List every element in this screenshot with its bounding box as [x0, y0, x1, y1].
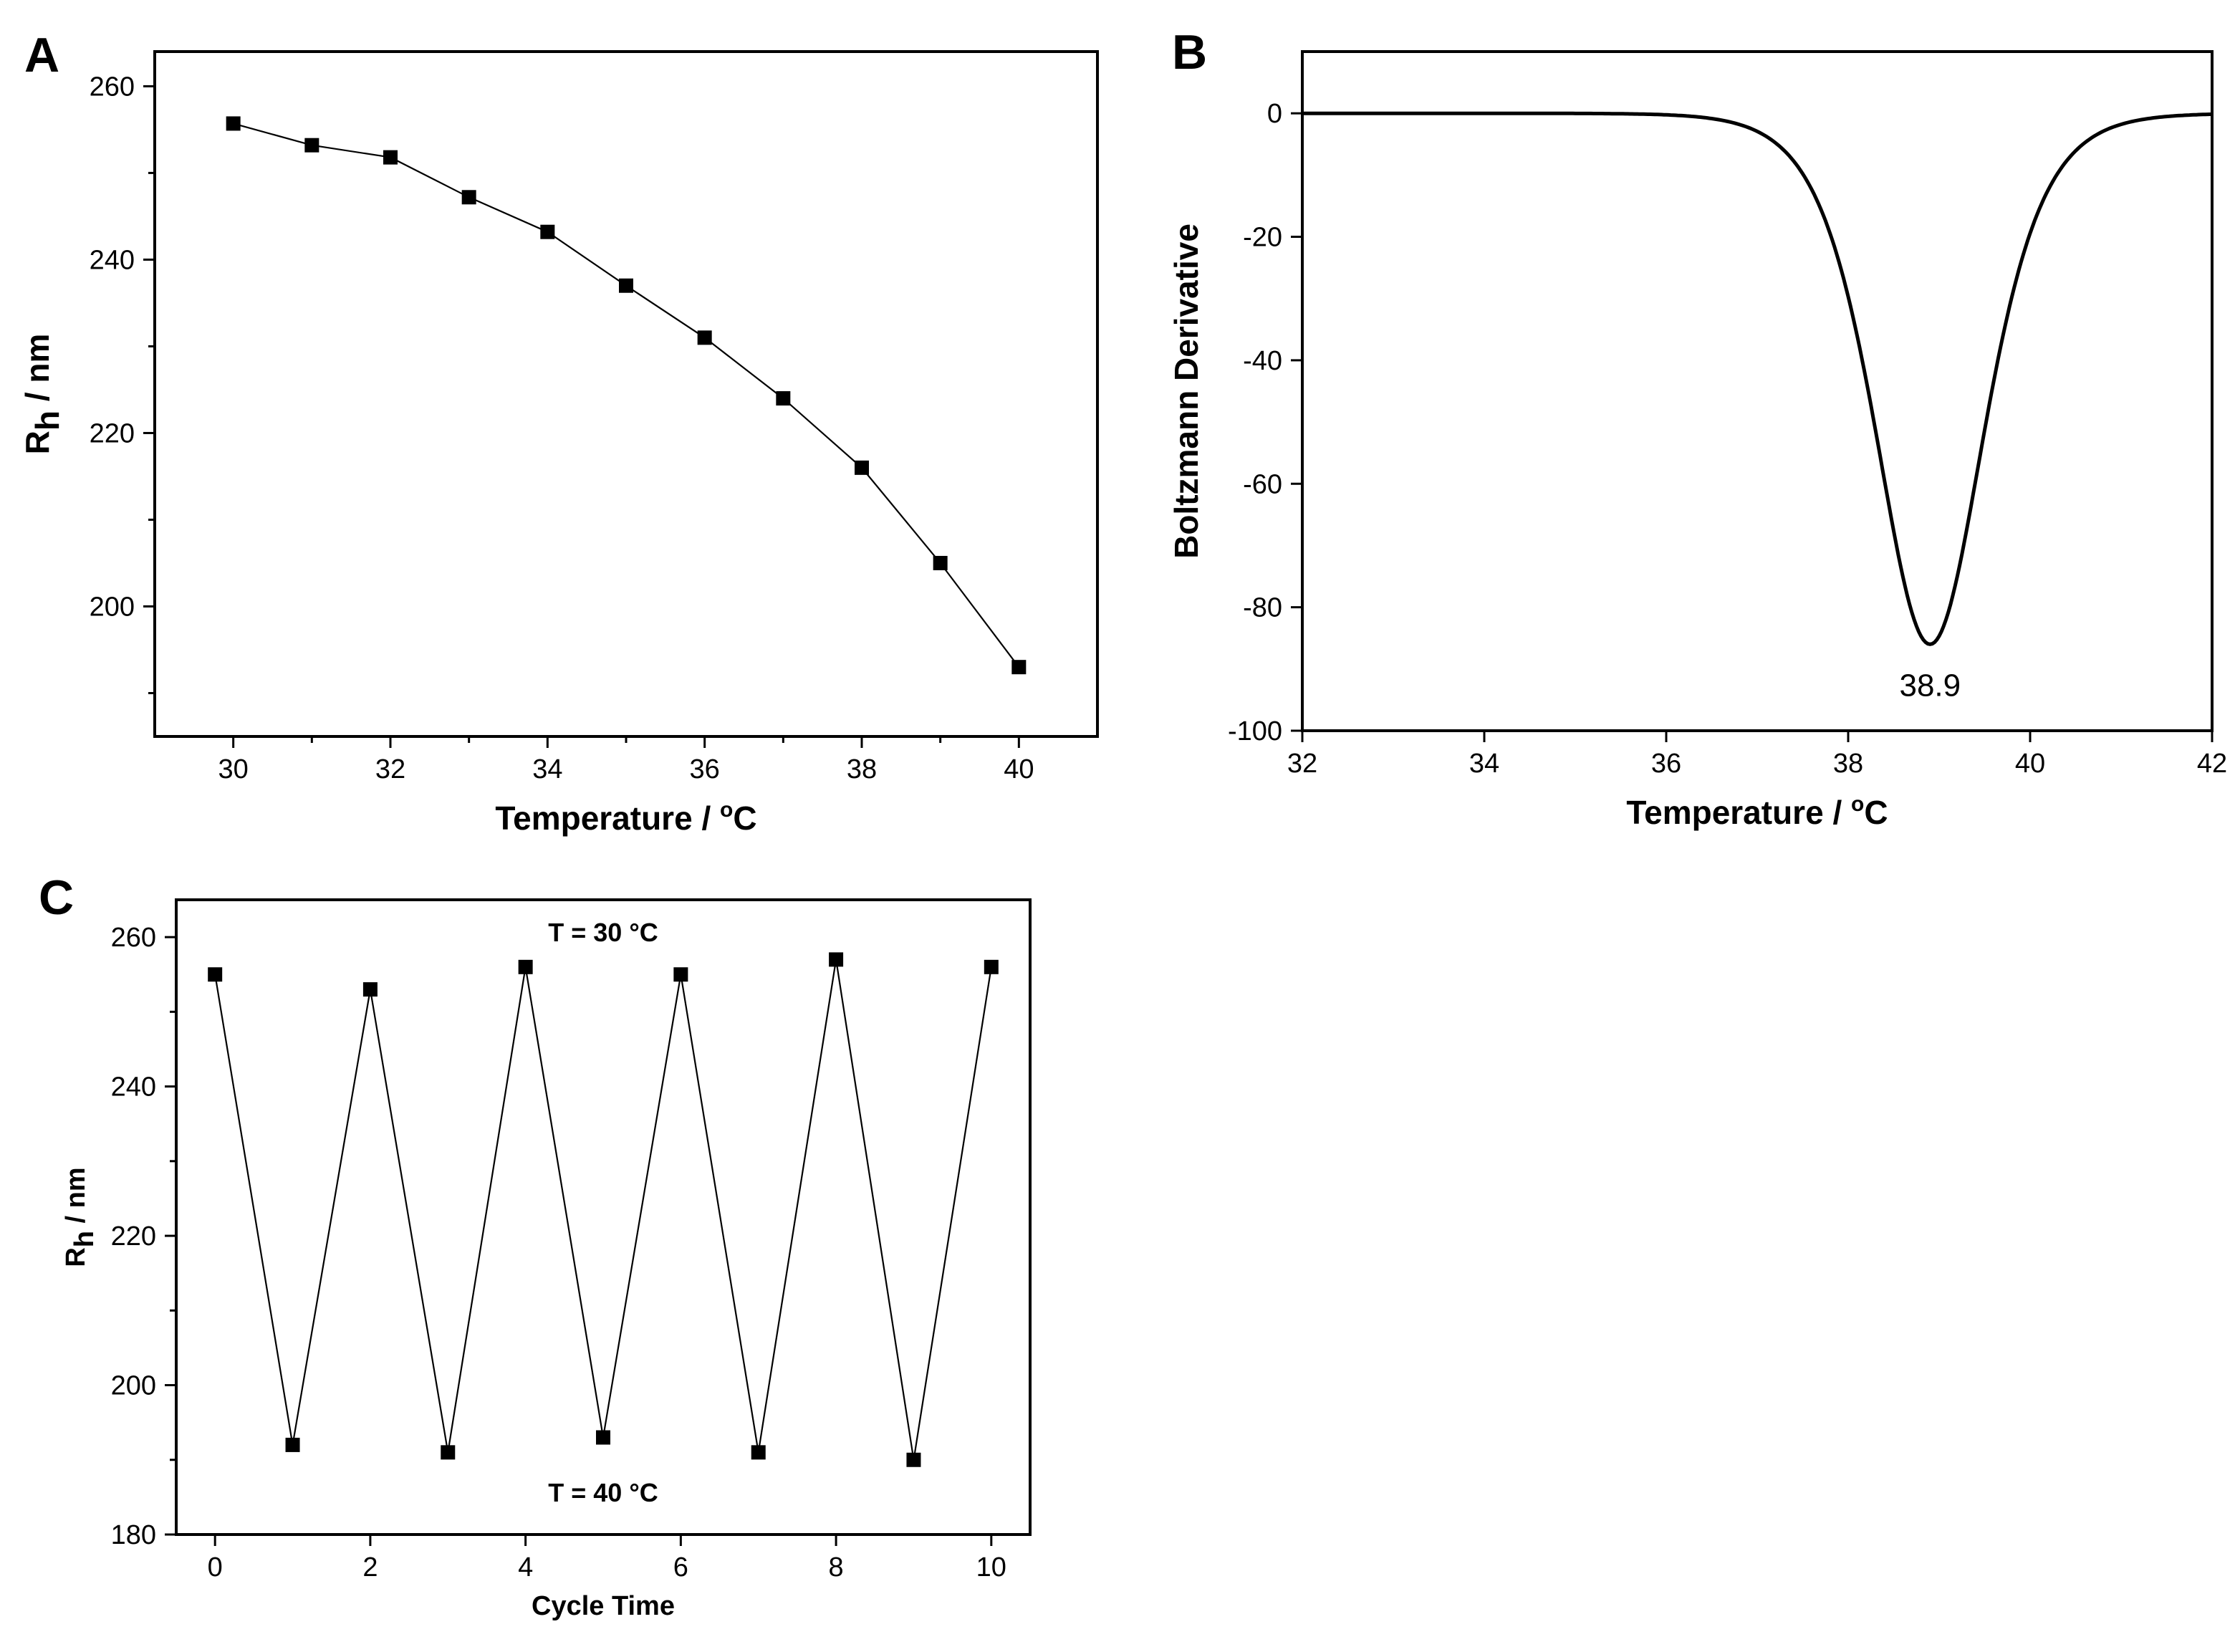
plot-frame [175, 898, 1032, 1536]
y-tick-label: 220 [111, 1221, 156, 1252]
data-point [751, 1445, 766, 1460]
plot-frame [1301, 50, 2214, 732]
x-tick-label: 36 [690, 754, 720, 784]
y-axis-title: Boltzmann Derivative [1168, 224, 1205, 559]
x-tick-label: 34 [1469, 749, 1499, 779]
y-tick-label: 240 [111, 1072, 156, 1103]
data-point [906, 1452, 921, 1467]
panel-letter: A [24, 28, 59, 82]
y-tick-label: -60 [1243, 469, 1282, 499]
x-tick-label: 38 [847, 754, 877, 784]
x-tick-label: 10 [976, 1552, 1006, 1583]
data-point [933, 555, 948, 570]
data-point [697, 330, 712, 345]
data-point [461, 190, 476, 205]
data-point [776, 391, 791, 406]
data-point [362, 982, 378, 997]
data-point [285, 1437, 300, 1452]
y-tick-label: -40 [1243, 346, 1282, 376]
x-tick-label: 4 [518, 1552, 533, 1583]
data-point [304, 138, 319, 153]
x-tick-label: 42 [2197, 749, 2227, 779]
y-tick-label: -100 [1228, 716, 1282, 746]
y-tick-label: 0 [1267, 99, 1282, 129]
y-tick-label: 200 [90, 592, 135, 622]
data-point [518, 959, 533, 974]
x-tick-label: 40 [1004, 754, 1034, 784]
panel-letter: C [39, 870, 74, 925]
x-tick-label: 32 [375, 754, 405, 784]
y-tick-label: -80 [1243, 593, 1282, 623]
x-tick-label: 34 [532, 754, 562, 784]
y-tick-label: 260 [90, 72, 135, 102]
x-tick-label: 0 [208, 1552, 223, 1583]
x-axis-title: Cycle Time [532, 1591, 675, 1621]
data-point [596, 1430, 610, 1445]
x-tick-label: 36 [1651, 749, 1681, 779]
x-tick-label: 38 [1833, 749, 1863, 779]
panel-a: A 30 32 34 36 38 40 200 220 240 260 Temperature / o… [19, 28, 1099, 837]
data-point [829, 952, 844, 967]
x-tick-label: 30 [218, 754, 249, 784]
panel-c: C 0 2 4 6 8 10 180 200 220 240 260 Cycle Time Rh / nm… [39, 870, 1032, 1621]
panel-letter: B [1172, 25, 1207, 80]
x-tick-label: 8 [829, 1552, 844, 1583]
annotation-bottom: T = 40 °C [548, 1478, 658, 1507]
y-tick-label: 260 [111, 923, 156, 953]
x-tick-label: 2 [362, 1552, 378, 1583]
x-axis-title: Temperature / oC [1626, 792, 1888, 831]
y-axis-title: Rh / nm [61, 1167, 100, 1267]
data-point [1011, 660, 1027, 675]
x-tick-label: 6 [673, 1552, 688, 1583]
annotation-top: T = 30 °C [548, 918, 658, 947]
data-point [855, 460, 869, 475]
series-line [1302, 111, 2212, 646]
y-tick-label: 180 [111, 1520, 156, 1550]
data-point [441, 1445, 456, 1460]
data-point [226, 116, 241, 131]
data-point [673, 967, 688, 982]
y-tick-label: 220 [90, 418, 135, 448]
y-tick-label: -20 [1243, 223, 1282, 253]
data-point [383, 150, 398, 165]
x-tick-label: 40 [2015, 749, 2045, 779]
x-axis-title: Temperature / oC [495, 798, 756, 837]
data-point [540, 224, 555, 239]
y-axis-title: Rh / nm [19, 334, 66, 455]
data-point [208, 967, 223, 982]
data-point [619, 278, 633, 293]
data-point [984, 959, 999, 974]
panel-b: B 32 34 36 38 40 42 0 -20 -40 -60 -80 -100 Temperatur… [1168, 25, 2227, 831]
y-tick-label: 200 [111, 1371, 156, 1401]
peak-annotation: 38.9 [1899, 668, 1961, 703]
x-tick-label: 32 [1287, 749, 1317, 779]
y-tick-label: 240 [90, 245, 135, 275]
